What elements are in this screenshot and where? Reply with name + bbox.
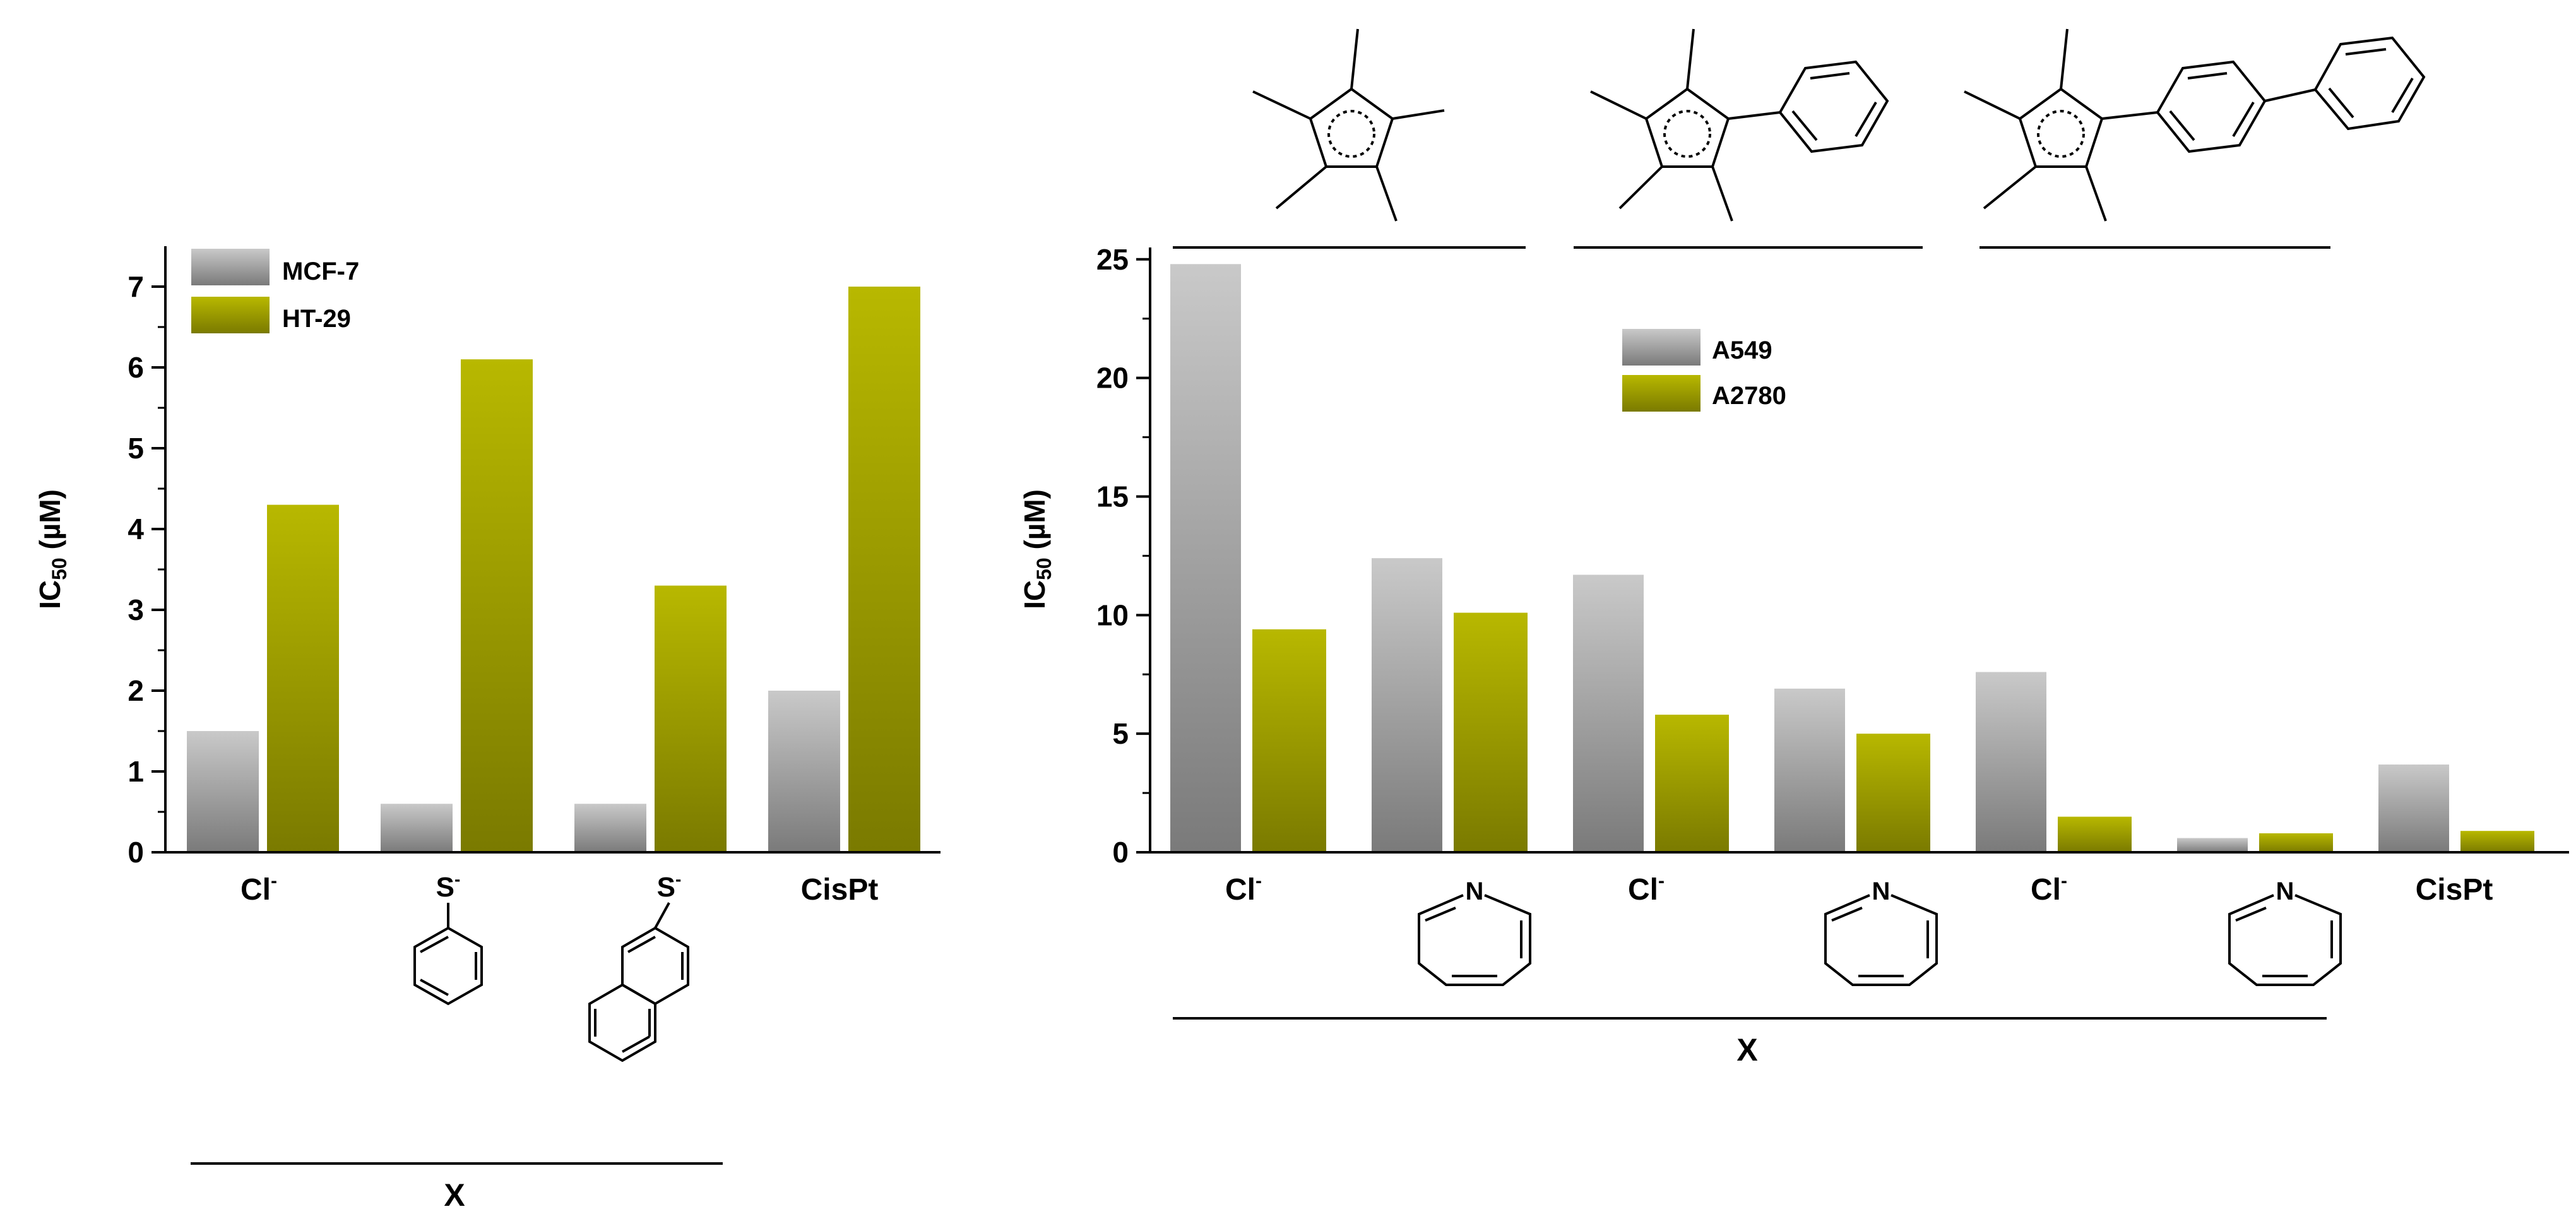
left-y-tick-label: 5 (128, 432, 144, 465)
left-y-tick-label: 0 (128, 836, 144, 869)
pyridine-nitrogen-label: N (1872, 878, 1890, 905)
left-bar-mcf-7-4 (768, 691, 840, 852)
legend-item-ht-29: HT-29 (191, 297, 351, 333)
right-y-tick-label: 0 (1112, 836, 1129, 869)
left-legend: MCF-7 HT-29 (191, 249, 359, 333)
right-bar-a2780-3 (1655, 715, 1729, 852)
right-bars (1170, 264, 2534, 852)
right-bar-a2780-1 (1252, 629, 1326, 852)
naphthalenethiolate-icon: S- (588, 869, 689, 1062)
right-bar-a549-3 (1573, 574, 1644, 852)
right-legend: A549 A2780 (1622, 329, 1786, 412)
right-bar-a2780-4 (1856, 734, 1930, 852)
legend-item-mcf-7: MCF-7 (191, 249, 359, 285)
tetramethylphenylcyclopentadienyl-icon (1590, 28, 1889, 222)
left-y-tick-label: 7 (128, 270, 144, 303)
left-category-labels: Cl- CisPt (240, 871, 878, 907)
left-x-axis-title: X (444, 1177, 465, 1213)
thiophenolate-sulfur-label: S- (436, 869, 461, 903)
left-bar-mcf-7-3 (574, 804, 646, 852)
left-bar-ht-29-2 (461, 359, 533, 852)
chart-right: 0 5 10 15 20 25 IC50 (µM) A549 A2780 (1018, 28, 2569, 1068)
right-y-tick-label: 25 (1096, 243, 1129, 276)
left-y-axis-title: IC50 (µM) (33, 489, 71, 609)
right-x-axis-title: X (1736, 1032, 1757, 1068)
right-bar-a549-5 (1976, 672, 2046, 852)
right-y-tick-label: 15 (1096, 480, 1129, 513)
legend-swatch-ht-29 (191, 297, 270, 333)
left-y-tick-label: 2 (128, 674, 144, 707)
tetramethylbiphenylcyclopentadienyl-icon (1964, 28, 2426, 222)
legend-label-mcf-7: MCF-7 (282, 258, 359, 285)
left-bar-ht-29-1 (267, 504, 339, 852)
left-bars (187, 287, 920, 852)
pyridine-icon: N (2228, 878, 2342, 986)
left-y-tick-label: 3 (128, 593, 144, 626)
left-bar-mcf-7-1 (187, 731, 259, 852)
legend-label-a549: A549 (1712, 336, 1772, 364)
left-y-tick-label: 1 (128, 755, 144, 788)
legend-item-a2780: A2780 (1622, 375, 1786, 412)
right-bar-a549-1 (1170, 264, 1241, 852)
right-bar-a549-7 (2378, 764, 2449, 852)
pyridine-nitrogen-label: N (1466, 878, 1484, 905)
legend-label-a2780: A2780 (1712, 382, 1786, 410)
right-y-axis: 0 5 10 15 20 25 (1096, 243, 2569, 869)
right-bar-a2780-7 (2460, 831, 2534, 852)
right-bar-a2780-2 (1454, 612, 1528, 852)
left-bar-ht-29-4 (848, 287, 920, 852)
left-category-label-4: CisPt (801, 873, 879, 907)
right-category-labels: Cl- Cl- Cl- CisPt (1225, 871, 2493, 907)
right-y-tick-label: 5 (1112, 717, 1129, 750)
right-bar-a549-2 (1372, 558, 1442, 852)
left-y-tick-label: 4 (128, 513, 144, 545)
right-category-label-3: Cl- (1628, 871, 1665, 907)
right-category-label-5: Cl- (2031, 871, 2067, 907)
legend-swatch-mcf-7 (191, 249, 270, 285)
left-bar-mcf-7-2 (381, 804, 453, 852)
pentamethylcyclopentadienyl-icon (1252, 28, 1445, 222)
pyridine-icon: N (1418, 878, 1531, 986)
left-category-label-1: Cl- (240, 871, 277, 907)
right-category-label-7: CisPt (2416, 873, 2493, 907)
right-y-tick-label: 20 (1096, 362, 1129, 395)
left-y-tick-label: 6 (128, 351, 144, 384)
legend-label-ht-29: HT-29 (282, 305, 351, 333)
left-bar-ht-29-3 (655, 585, 727, 852)
thiophenolate-icon: S- (413, 869, 483, 1006)
naphthalenethiolate-sulfur-label: S- (657, 869, 682, 903)
pyridine-nitrogen-label: N (2276, 878, 2294, 905)
right-category-label-1: Cl- (1225, 871, 1262, 907)
legend-swatch-a2780 (1622, 375, 1701, 412)
right-bar-a2780-5 (2058, 816, 2132, 852)
left-y-axis: 0 1 2 3 4 5 6 7 (128, 246, 941, 869)
right-bar-a549-4 (1774, 688, 1845, 852)
right-bar-a549-6 (2177, 838, 2248, 852)
legend-swatch-a549 (1622, 329, 1701, 366)
chart-left: 0 1 2 3 4 5 6 7 IC50 (µM) MCF-7 HT-29 Cl- CisPt… (33, 246, 941, 1213)
right-y-tick-label: 10 (1096, 598, 1129, 631)
legend-item-a549: A549 (1622, 329, 1772, 366)
pyridine-icon: N (1824, 878, 1938, 986)
right-bar-a2780-6 (2259, 833, 2333, 852)
right-y-axis-title: IC50 (µM) (1018, 489, 1055, 609)
